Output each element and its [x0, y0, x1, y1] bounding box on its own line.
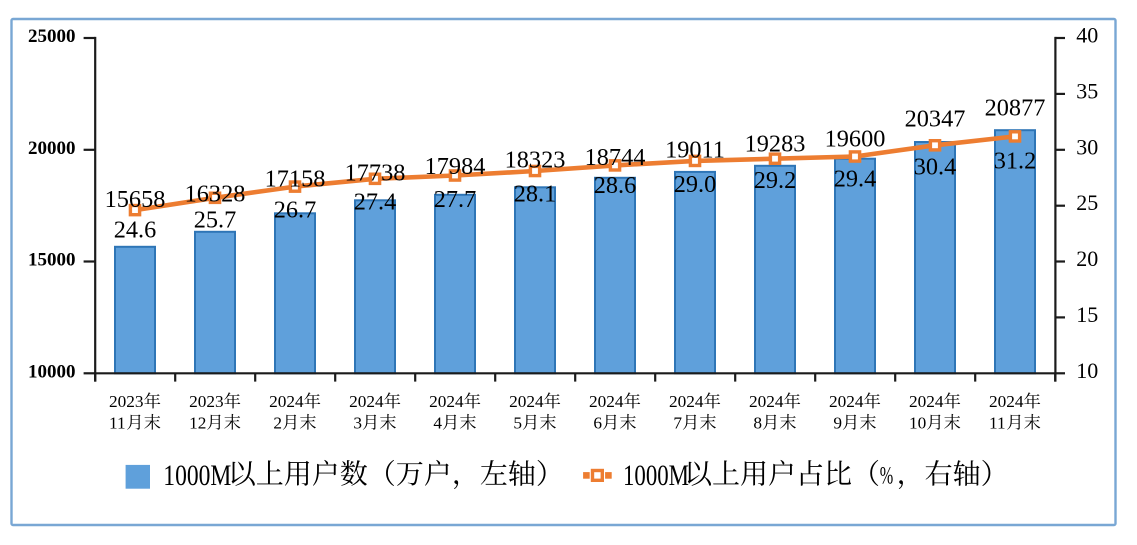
svg-text:28.6: 28.6: [594, 172, 637, 199]
svg-text:2024: 2024: [589, 392, 624, 411]
svg-text:6: 6: [593, 413, 602, 432]
svg-text:12: 12: [189, 413, 206, 432]
svg-text:2024: 2024: [429, 392, 464, 411]
svg-text:1000M: 1000M: [163, 460, 231, 492]
svg-text:15000: 15000: [28, 250, 76, 271]
svg-text:25: 25: [1076, 190, 1098, 215]
svg-text:19600: 19600: [825, 125, 886, 152]
svg-text:30: 30: [1076, 134, 1098, 159]
svg-text:19283: 19283: [745, 131, 806, 158]
svg-text:4: 4: [433, 413, 442, 432]
svg-text:30.4: 30.4: [914, 153, 957, 180]
svg-text:11: 11: [109, 413, 126, 432]
svg-text:20347: 20347: [905, 105, 966, 132]
svg-text:29.0: 29.0: [674, 171, 717, 198]
svg-text:2024: 2024: [989, 392, 1024, 411]
svg-text:2024: 2024: [349, 392, 384, 411]
svg-text:%: %: [880, 463, 894, 490]
svg-text:2023: 2023: [109, 392, 144, 411]
svg-text:10000: 10000: [28, 362, 76, 383]
svg-text:15: 15: [1076, 302, 1098, 327]
svg-text:17158: 17158: [265, 165, 326, 192]
svg-text:16328: 16328: [185, 180, 246, 207]
svg-text:2024: 2024: [749, 392, 784, 411]
svg-text:20000: 20000: [28, 138, 76, 159]
svg-text:11: 11: [989, 413, 1006, 432]
svg-text:28.1: 28.1: [514, 181, 557, 208]
svg-text:18744: 18744: [585, 144, 646, 171]
svg-text:29.2: 29.2: [754, 167, 797, 194]
svg-text:20: 20: [1076, 246, 1098, 271]
svg-text:26.7: 26.7: [274, 197, 317, 224]
svg-text:2024: 2024: [269, 392, 304, 411]
svg-text:27.4: 27.4: [354, 189, 397, 216]
svg-text:3: 3: [353, 413, 362, 432]
svg-text:2024: 2024: [669, 392, 704, 411]
svg-text:18323: 18323: [505, 147, 566, 174]
svg-text:40: 40: [1076, 23, 1098, 48]
svg-text:20877: 20877: [985, 94, 1046, 121]
svg-text:5: 5: [513, 413, 522, 432]
svg-text:1000M: 1000M: [623, 460, 689, 492]
svg-text:31.2: 31.2: [994, 147, 1037, 174]
svg-text:10: 10: [1076, 358, 1098, 383]
svg-text:29.4: 29.4: [834, 166, 877, 193]
svg-text:2024: 2024: [509, 392, 544, 411]
svg-text:25000: 25000: [28, 26, 76, 47]
svg-text:10: 10: [909, 413, 926, 432]
svg-text:9: 9: [833, 413, 842, 432]
svg-text:2023: 2023: [189, 392, 224, 411]
svg-text:17738: 17738: [345, 159, 406, 186]
svg-text:2024: 2024: [909, 392, 944, 411]
svg-text:2: 2: [273, 413, 282, 432]
svg-text:27.7: 27.7: [434, 186, 477, 213]
svg-text:15658: 15658: [105, 186, 166, 213]
svg-text:35: 35: [1076, 78, 1098, 103]
svg-text:7: 7: [673, 413, 682, 432]
svg-text:19011: 19011: [665, 137, 725, 164]
svg-text:17984: 17984: [425, 153, 486, 180]
svg-text:2024: 2024: [829, 392, 864, 411]
svg-text:8: 8: [753, 413, 762, 432]
svg-text:25.7: 25.7: [194, 206, 237, 233]
svg-text:24.6: 24.6: [114, 217, 157, 244]
